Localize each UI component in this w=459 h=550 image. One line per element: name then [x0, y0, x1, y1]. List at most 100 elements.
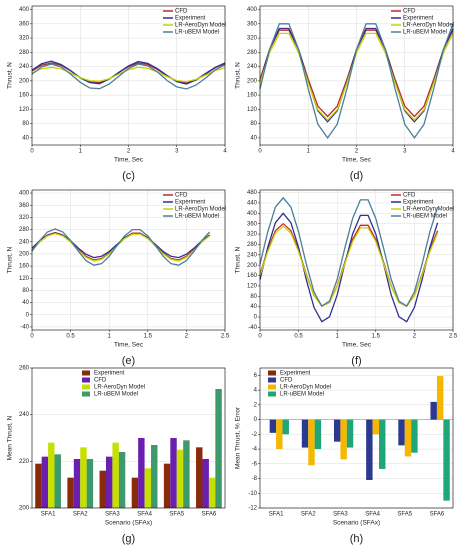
legend-label: LR-uBEM Model — [94, 392, 138, 398]
panel-label: (g) — [122, 533, 135, 545]
bar — [41, 456, 49, 508]
bar — [308, 419, 315, 466]
y-axis-label: Mean Thrust, N — [7, 415, 14, 460]
x-tick-label: 4 — [223, 149, 227, 155]
panel-label: (f) — [351, 355, 361, 367]
y-tick-label: -40 — [20, 325, 29, 331]
legend-label: LR-uBEM Model — [403, 214, 447, 220]
y-tick-label: 4 — [254, 388, 258, 394]
bar — [163, 463, 171, 508]
y-tick-label: -4 — [252, 447, 258, 453]
plot-frame — [259, 5, 454, 146]
series-line — [259, 32, 454, 122]
bar — [80, 447, 87, 508]
series-line — [259, 23, 454, 140]
x-tick-label: 2 — [127, 149, 131, 155]
plot-frame — [259, 189, 454, 331]
plot-frame — [31, 189, 226, 331]
y-tick-label: 120 — [19, 107, 30, 113]
x-axis-label: Time, Sec — [342, 342, 372, 349]
x-tick-label: 2 — [413, 334, 417, 340]
y-tick-label: 80 — [22, 288, 29, 294]
y-tick-label: 320 — [247, 36, 258, 42]
legend-swatch — [268, 370, 276, 376]
bar — [99, 470, 106, 508]
x-tick-label: 3 — [175, 149, 179, 155]
y-tick-label: 220 — [19, 459, 30, 465]
series-line — [31, 232, 210, 262]
y-tick-label: -6 — [252, 461, 258, 467]
y-tick-label: 360 — [247, 221, 258, 227]
x-tick-label: 1.5 — [372, 334, 381, 340]
y-tick-label: 360 — [19, 203, 30, 209]
x-tick-label: 2 — [185, 334, 189, 340]
y-tick-label: 320 — [247, 232, 258, 238]
legend-label: LR-uBEM Model — [175, 214, 219, 220]
legend-label: CFD — [175, 9, 188, 15]
legend-swatch — [268, 377, 276, 383]
x-axis-label: Time, Sec — [342, 157, 372, 164]
legend-label: LR-uBEM Model — [280, 392, 324, 398]
y-tick-label: 240 — [19, 239, 30, 245]
series-line — [31, 228, 211, 266]
x-tick-label: SFA4 — [137, 512, 152, 518]
x-tick-label: SFA5 — [397, 512, 412, 518]
legend-label: Experiment — [175, 200, 206, 206]
bar — [208, 477, 216, 508]
x-tick-label: SFA1 — [41, 512, 56, 518]
bar — [346, 419, 354, 448]
legend-label: CFD — [403, 193, 416, 199]
y-tick-label: 120 — [19, 276, 30, 282]
x-tick-label: SFA3 — [333, 512, 348, 518]
legend-label: CFD — [280, 378, 293, 384]
legend-label: CFD — [94, 378, 107, 384]
y-tick-label: 200 — [19, 251, 30, 257]
legend-label: LR-AeroDyn Model — [175, 23, 226, 29]
x-tick-label: SFA2 — [301, 512, 316, 518]
y-tick-label: 440 — [247, 201, 258, 207]
bar — [366, 419, 373, 480]
x-tick-label: 1.5 — [144, 334, 153, 340]
x-tick-label: 4 — [451, 149, 455, 155]
bar — [340, 419, 347, 460]
legend-label: LR-AeroDyn Model — [280, 385, 331, 391]
x-tick-label: 0 — [30, 334, 34, 340]
legend-label: LR-AeroDyn Model — [403, 23, 454, 29]
series-line — [31, 63, 226, 90]
x-axis-label: Scenario (SFAx) — [333, 520, 380, 527]
y-tick-label: 2 — [254, 402, 258, 408]
y-tick-label: 160 — [247, 273, 258, 279]
bar — [144, 468, 152, 508]
legend-label: Experiment — [403, 200, 434, 206]
x-axis-label: Time, Sec — [114, 157, 144, 164]
y-tick-label: 320 — [19, 215, 30, 221]
y-tick-label: 120 — [247, 107, 258, 113]
x-tick-label: 0.5 — [66, 334, 75, 340]
x-tick-label: SFA4 — [365, 512, 380, 518]
y-tick-label: 360 — [19, 21, 30, 27]
series-line — [259, 196, 439, 308]
legend-label: LR-uBEM Model — [403, 30, 447, 36]
legend-label: LR-AeroDyn Model — [175, 207, 226, 213]
x-tick-label: 0 — [258, 334, 262, 340]
panel-label: (d) — [350, 170, 363, 182]
bar — [202, 459, 209, 508]
bar — [372, 419, 380, 435]
y-tick-label: 40 — [250, 135, 257, 141]
y-axis-label: Mean Thrust, % Error — [235, 406, 242, 469]
bar — [105, 456, 113, 508]
y-tick-label: -2 — [252, 432, 258, 438]
bar — [131, 477, 139, 508]
x-tick-label: SFA5 — [169, 512, 184, 518]
panel-label: (c) — [122, 170, 135, 182]
y-axis-label: Thrust, N — [235, 246, 242, 273]
legend-swatch — [82, 370, 90, 376]
x-tick-label: 1 — [307, 149, 311, 155]
bar — [379, 419, 386, 469]
bar — [54, 454, 61, 508]
y-tick-label: 240 — [247, 252, 258, 258]
x-tick-label: 0 — [258, 149, 262, 155]
x-tick-label: SFA6 — [430, 512, 445, 518]
